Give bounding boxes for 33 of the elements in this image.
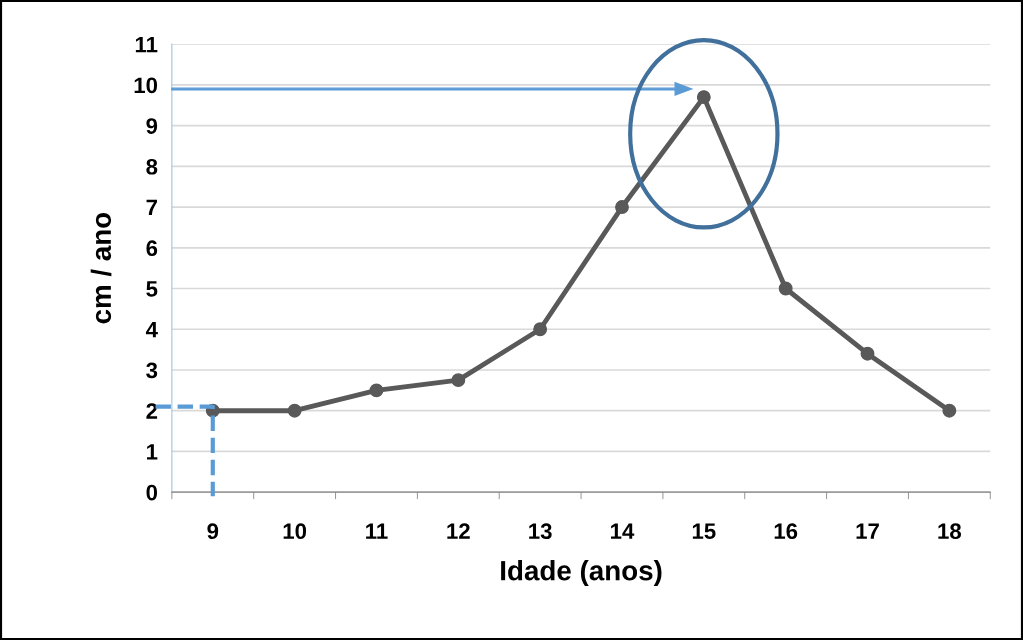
- x-tick-label: 11: [366, 523, 388, 539]
- point: [615, 200, 629, 215]
- x-axis-title: Idade (anos): [501, 560, 662, 586]
- x-tick-label: 15: [692, 523, 716, 540]
- y-tick-label: 11: [135, 36, 158, 53]
- y-tick-label: 10: [134, 77, 158, 94]
- point: [369, 383, 384, 398]
- y-tick-label: 4: [145, 322, 158, 338]
- x-tick-label: 16: [774, 523, 798, 540]
- point: [696, 90, 711, 105]
- y-tick-label: 8: [146, 158, 158, 175]
- y-tick-label: 6: [146, 240, 158, 257]
- x-tick-label: 12: [447, 523, 470, 539]
- point: [533, 322, 548, 337]
- x-tick-label: 10: [283, 523, 307, 540]
- y-tick-label: 1: [147, 444, 158, 460]
- x-tick-label: 13: [529, 523, 552, 540]
- y-tick-label: 5: [146, 281, 158, 297]
- x-tick-label: 14: [611, 523, 635, 539]
- point: [451, 373, 466, 388]
- x-tick-label: 18: [938, 523, 962, 540]
- y-tick-label: 2: [146, 403, 158, 419]
- point: [942, 403, 957, 418]
- y-tick-label: 3: [146, 362, 158, 379]
- x-tick-label: 9: [207, 523, 219, 540]
- point: [860, 346, 875, 361]
- y-tick-label: 7: [146, 199, 157, 216]
- y-axis-title: cm / ano: [90, 212, 112, 324]
- y-tick-label: 9: [146, 118, 158, 134]
- point: [778, 281, 793, 296]
- point: [287, 403, 302, 418]
- y-tick-label: 0: [146, 484, 158, 501]
- x-tick-label: 17: [856, 523, 879, 539]
